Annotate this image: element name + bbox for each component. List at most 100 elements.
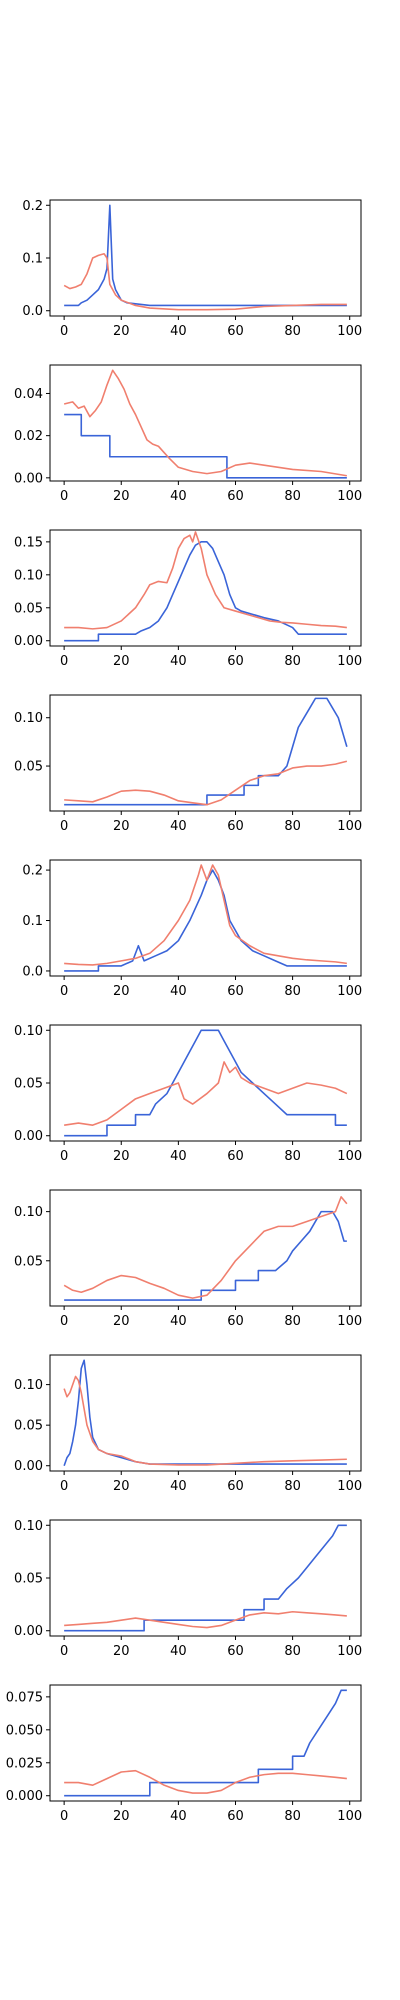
x-tick-label: 100: [337, 1314, 362, 1329]
x-tick-label: 40: [170, 984, 187, 999]
x-tick-label: 40: [170, 1644, 187, 1659]
x-tick-label: 40: [170, 324, 187, 339]
x-tick-label: 40: [170, 1479, 187, 1494]
x-tick-label: 80: [284, 1809, 301, 1824]
x-tick-label: 100: [337, 984, 362, 999]
axes-frame: [50, 695, 361, 811]
y-tick-label: 0.05: [14, 1572, 43, 1587]
x-tick-label: 60: [227, 1644, 244, 1659]
series-line-red: [64, 1377, 347, 1465]
axes-frame: [50, 1520, 361, 1636]
x-tick-label: 0: [60, 1644, 68, 1659]
x-tick-label: 60: [227, 489, 244, 504]
x-tick-label: 0: [60, 819, 68, 834]
series-line-red: [64, 1197, 347, 1298]
series-line-blue: [64, 205, 347, 305]
series-line-red: [64, 532, 347, 629]
x-tick-label: 100: [337, 654, 362, 669]
chart-panel-6: 0 20 40 60 80 100 0.00 0.05 0.10: [14, 1024, 362, 1164]
x-tick-label: 100: [337, 819, 362, 834]
y-tick-label: 0.10: [14, 711, 43, 726]
y-tick-label: 0.15: [14, 535, 43, 550]
x-tick-label: 100: [337, 1479, 362, 1494]
series-line-red: [64, 370, 347, 475]
y-tick-label: 0.1: [22, 252, 43, 267]
x-tick-label: 100: [337, 1809, 362, 1824]
series-line-blue: [64, 1212, 347, 1300]
y-tick-label: 0.2: [22, 864, 43, 879]
x-tick-label: 80: [284, 1314, 301, 1329]
chart-panel-7: 0 20 40 60 80 1000.050.10: [14, 1190, 362, 1329]
x-tick-label: 60: [227, 984, 244, 999]
y-tick-label: 0.10: [14, 1519, 43, 1534]
series-line-red: [64, 865, 347, 965]
x-tick-label: 0: [60, 1149, 68, 1164]
series-line-red: [64, 761, 347, 805]
series-line-blue: [64, 1690, 347, 1795]
x-tick-label: 60: [227, 1314, 244, 1329]
y-tick-label: 0.02: [14, 429, 43, 444]
x-tick-label: 20: [113, 1644, 130, 1659]
x-tick-label: 80: [284, 984, 301, 999]
x-tick-label: 20: [113, 1479, 130, 1494]
y-tick-label: 0.05: [14, 1077, 43, 1092]
x-tick-label: 20: [113, 489, 130, 504]
y-tick-label: 0.10: [14, 1024, 43, 1039]
x-tick-label: 20: [113, 1809, 130, 1824]
y-tick-label: 0.0: [22, 964, 43, 979]
x-tick-label: 60: [227, 654, 244, 669]
y-tick-label: 0.10: [14, 1205, 43, 1220]
axes-frame: [50, 365, 361, 481]
y-tick-label: 0.00: [14, 1459, 43, 1474]
y-tick-label: 0.00: [14, 634, 43, 649]
x-tick-label: 40: [170, 654, 187, 669]
chart-panel-2: 0 20 40 60 80 1000.000.020.04: [14, 365, 362, 504]
y-tick-label: 0.10: [14, 1378, 43, 1393]
series-line-red: [64, 1062, 347, 1125]
chart-panel-3: 0 20 40 60 80 100 0.00 0.05 0.10 0.15: [14, 530, 362, 669]
x-tick-label: 40: [170, 489, 187, 504]
series-line-blue: [64, 542, 347, 641]
series-line-blue: [64, 1360, 347, 1465]
x-tick-label: 80: [284, 819, 301, 834]
x-tick-label: 80: [284, 1644, 301, 1659]
x-tick-label: 100: [337, 324, 362, 339]
chart-panel-9: 0 20 40 60 80 100 0.00 0.05 0.10: [14, 1519, 362, 1659]
x-tick-label: 40: [170, 1809, 187, 1824]
x-tick-label: 60: [227, 1149, 244, 1164]
x-tick-label: 0: [60, 1809, 68, 1824]
y-tick-label: 0.025: [6, 1756, 43, 1771]
y-tick-label: 0.00: [14, 1624, 43, 1639]
y-tick-label: 0.05: [14, 760, 43, 775]
x-tick-label: 20: [113, 984, 130, 999]
x-tick-label: 60: [227, 819, 244, 834]
y-tick-label: 0.05: [14, 601, 43, 616]
x-tick-label: 0: [60, 984, 68, 999]
x-tick-label: 60: [227, 1479, 244, 1494]
x-tick-label: 80: [284, 1149, 301, 1164]
x-tick-label: 40: [170, 1149, 187, 1164]
y-tick-label: 0.04: [14, 387, 43, 402]
y-tick-label: 0.2: [22, 199, 43, 214]
chart-panel-5: 0 20 40 60 80 100 0.0 0.1 0.2: [22, 860, 362, 999]
y-tick-label: 0.000: [6, 1789, 43, 1804]
y-tick-label: 0.05: [14, 1419, 43, 1434]
axes-frame: [50, 200, 361, 316]
x-tick-label: 60: [227, 1809, 244, 1824]
x-tick-label: 20: [113, 654, 130, 669]
x-tick-label: 0: [60, 654, 68, 669]
x-tick-label: 20: [113, 1149, 130, 1164]
x-tick-label: 0: [60, 324, 68, 339]
x-tick-label: 100: [337, 489, 362, 504]
series-line-blue: [64, 698, 347, 804]
y-tick-label: 0.00: [14, 471, 43, 486]
x-tick-label: 80: [284, 324, 301, 339]
chart-panel-1: 0 20 40 60 80 1000.00.10.2: [22, 199, 362, 339]
x-tick-label: 100: [337, 1644, 362, 1659]
x-tick-label: 20: [113, 819, 130, 834]
x-tick-label: 0: [60, 1479, 68, 1494]
x-tick-label: 20: [113, 1314, 130, 1329]
y-tick-label: 0.10: [14, 568, 43, 583]
y-tick-label: 0.05: [14, 1254, 43, 1269]
